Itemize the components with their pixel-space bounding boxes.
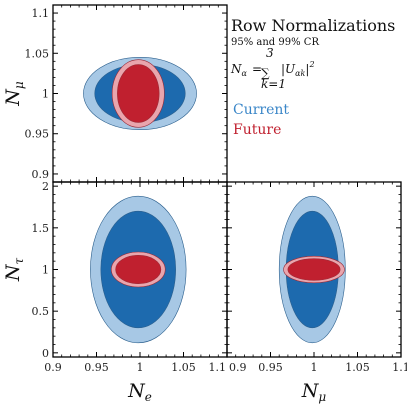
y-tick-label: 1.1 [32, 7, 50, 20]
legend-subtitle: 95% and 99% CR [231, 37, 319, 48]
y-tick-label: 1.05 [25, 47, 50, 60]
formula-sum-symbol: ∑ [261, 66, 270, 80]
panel-ntau-vs-ne: 0.9 0.95 1 1.05 1.1 0 0.5 1 1.5 2 Nτ Ne [2, 180, 228, 404]
y-tick-label: 1.5 [32, 222, 50, 235]
x-tick-label: 0.9 [229, 361, 247, 374]
future-95-cr-region [287, 258, 341, 281]
x-tick-label: 1.05 [171, 361, 196, 374]
y-tick-label: 1 [42, 88, 49, 101]
panel-nmu-vs-ne: 0.9 0.95 1 1.05 1.1 Nμ [2, 4, 228, 183]
x-axis-label: Ne [127, 380, 152, 404]
x-tick-label: 1.1 [392, 361, 407, 374]
y-tick-label: 0.95 [25, 128, 50, 141]
formula-sum-top: 3 [266, 46, 274, 60]
y-tick-label: 0 [42, 347, 49, 360]
legend-entry-current: Current [233, 102, 289, 118]
legend-formula: Nα = 3 ∑ k=1 |Uαk|2 [230, 46, 315, 91]
y-axis-label: Nτ [2, 258, 26, 283]
credible-regions [278, 195, 346, 344]
legend-title: Row Normalizations [231, 16, 395, 35]
x-axis-label: Nμ [301, 380, 327, 404]
x-tick-label: 0.95 [84, 361, 109, 374]
x-tick-label: 1.05 [345, 361, 370, 374]
x-tick-label: 0.95 [258, 361, 283, 374]
panel-ntau-vs-nmu: 0.9 0.95 1 1.05 1.1 Nμ [226, 181, 407, 404]
formula-equals: = [252, 62, 262, 76]
credible-regions [90, 195, 187, 344]
formula-sum-bottom: k=1 [261, 77, 286, 91]
y-tick-label: 0.5 [32, 305, 50, 318]
x-tick-label: 0.9 [44, 361, 62, 374]
y-tick-label: 0.9 [32, 168, 50, 181]
credible-regions [83, 56, 197, 131]
x-tick-label: 1 [137, 361, 144, 374]
x-tick-label: 1 [311, 361, 318, 374]
future-95-cr-region [117, 64, 160, 123]
y-tick-label: 2 [42, 180, 49, 193]
y-axis-label: Nμ [2, 81, 26, 107]
formula-lhs: Nα [230, 62, 248, 78]
legend: Row Normalizations 95% and 99% CR Nα = 3… [230, 16, 395, 138]
future-95-cr-region [115, 255, 162, 284]
x-tick-label: 1.1 [209, 361, 227, 374]
y-tick-label: 1 [42, 264, 49, 277]
legend-entry-future: Future [233, 122, 281, 138]
formula-term: |Uαk|2 [281, 60, 315, 78]
